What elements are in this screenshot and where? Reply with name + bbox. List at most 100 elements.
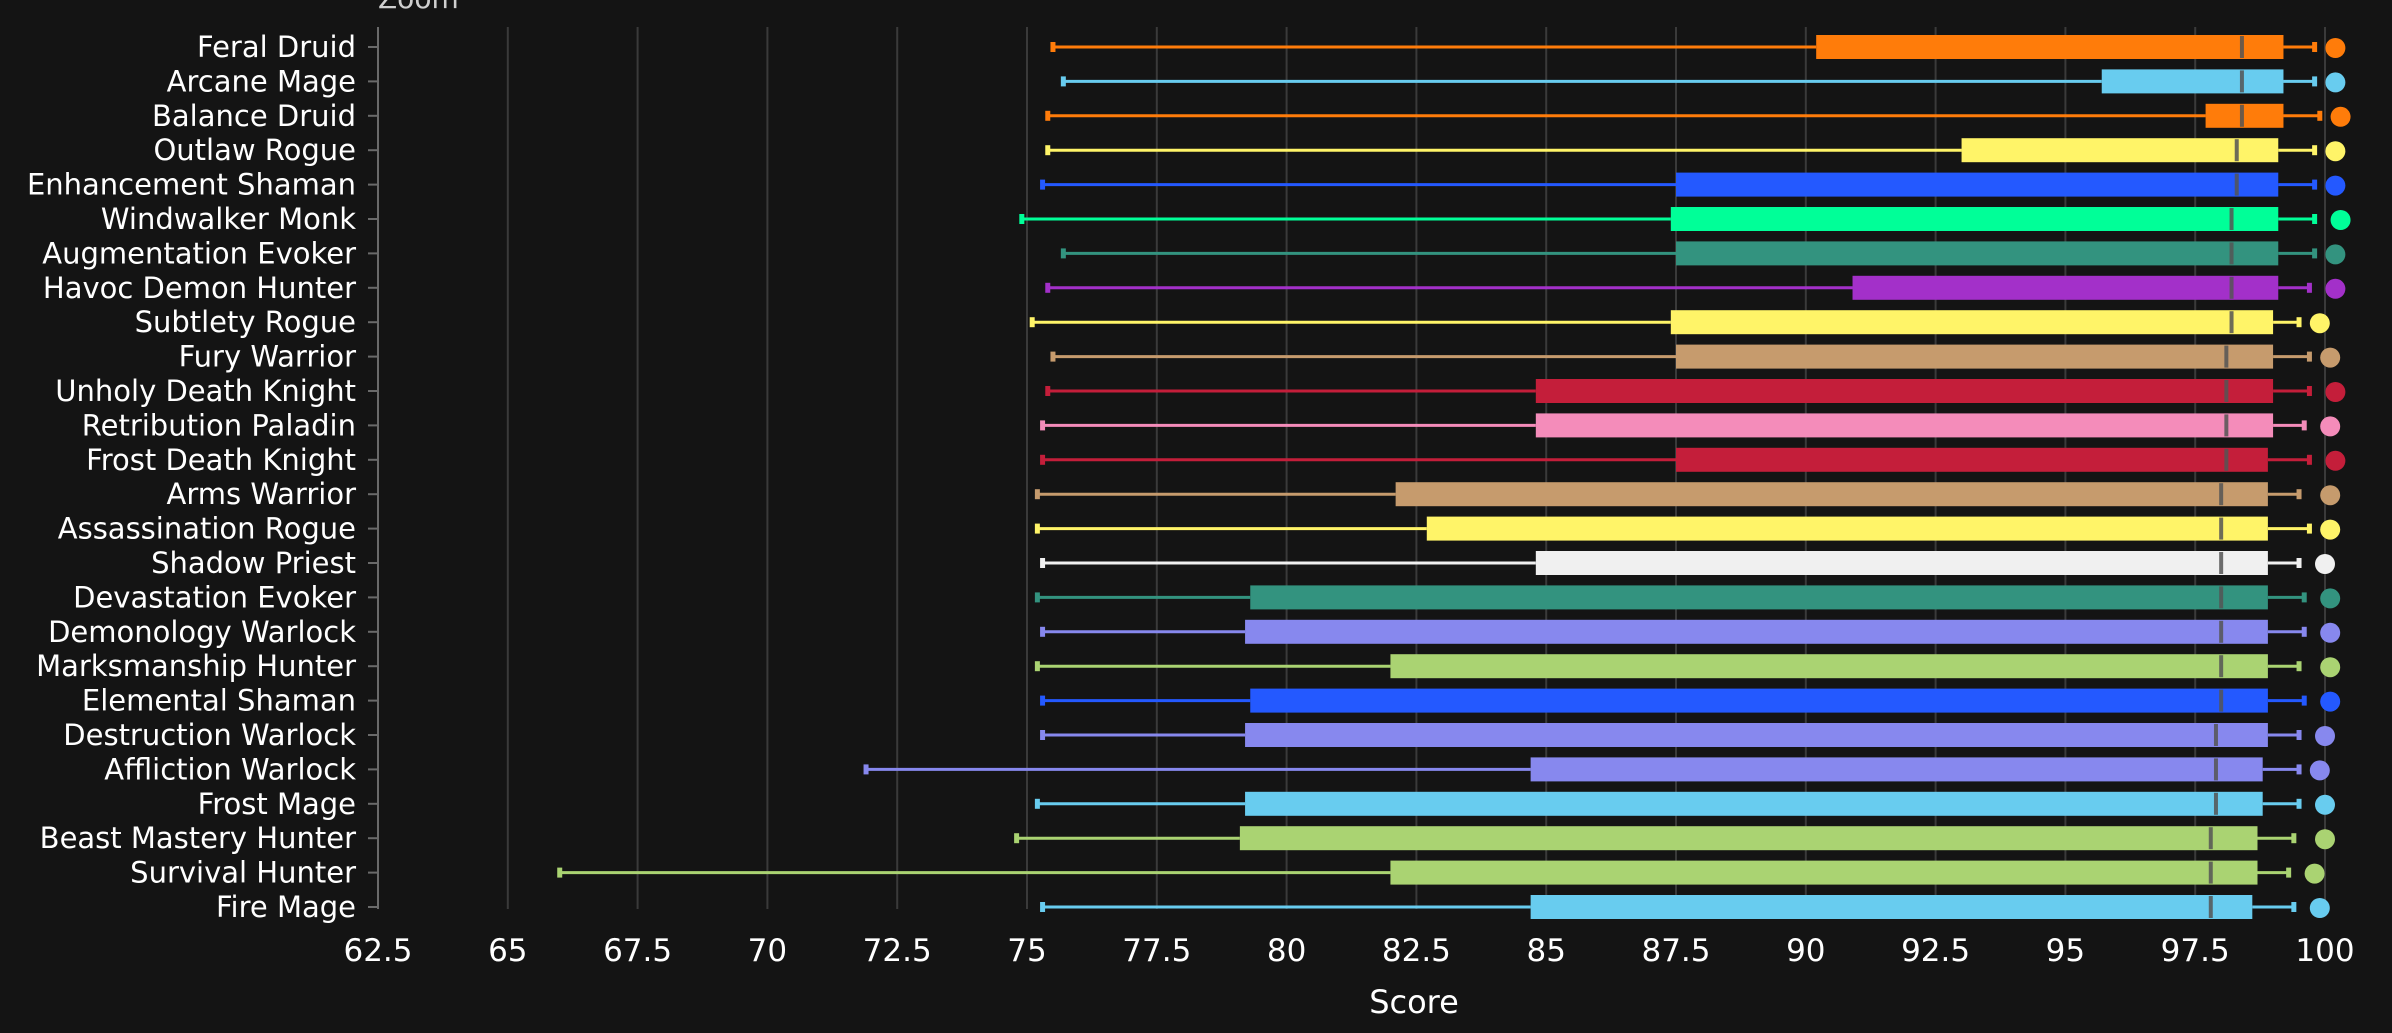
box-devastation-evoker [1034,585,2341,610]
box-windwalker-monk [1019,207,2351,231]
box-frost-mage [1034,791,2335,816]
box-balance-druid [1045,103,2351,128]
box-body [1676,344,2274,369]
box-body [1676,172,2279,197]
box-fury-warrior [1050,344,2341,369]
spec-label: Havoc Demon Hunter [43,271,356,305]
spec-label: Fury Warrior [179,340,357,374]
box-survival-hunter [557,860,2325,885]
max-point [2315,829,2335,850]
box-fire-mage [1040,895,2330,919]
max-point [2304,863,2325,884]
x-tick-label: 77.5 [1122,933,1191,969]
spec-label: Windwalker Monk [101,202,356,236]
spec-label: Arms Warrior [167,477,357,511]
max-point [2320,657,2341,678]
box-enhancement-shaman [1040,172,2346,197]
spec-label: Marksmanship Hunter [36,649,356,683]
x-tick-label: 80 [1267,933,1306,969]
max-point [2320,485,2341,506]
box-augmentation-evoker [1060,241,2346,266]
box-body [1816,35,2284,59]
max-point [2325,450,2346,471]
x-tick-label: 97.5 [2161,933,2230,969]
x-tick-label: 67.5 [603,933,672,969]
max-point [2315,794,2335,815]
box-frost-death-knight [1040,447,2346,472]
spec-label: Devastation Evoker [73,580,356,614]
max-point [2320,588,2341,609]
max-point [2320,416,2341,437]
spec-label: Feral Druid [197,30,356,64]
spec-label: Fire Mage [216,890,356,924]
max-point [2320,622,2341,643]
box-affliction-warlock [863,757,2330,782]
spec-label: Balance Druid [152,99,356,133]
box-subtlety-rogue [1029,310,2330,335]
box-body [1535,551,2268,575]
x-tick-label: 95 [2046,933,2085,969]
x-tick-label: 85 [1526,933,1565,969]
box-series [557,35,2351,919]
box-elemental-shaman [1040,688,2341,713]
x-tick-label: 62.5 [343,933,412,969]
box-body [1535,413,2274,438]
max-point [2330,210,2351,230]
max-point [2325,38,2346,58]
x-tick-label: 87.5 [1641,933,1710,969]
box-demonology-warlock [1040,619,2341,644]
max-point [2320,347,2341,368]
spec-label: Retribution Paladin [82,408,356,442]
max-point [2325,278,2346,299]
spec-label: Assassination Rogue [58,512,356,546]
spec-label: Elemental Shaman [82,684,356,718]
box-body [1245,723,2268,747]
box-body [1852,275,2279,300]
x-axis-ticks: 62.5 65 67.5 70 72.5 75 77.5 80 82.5 85 87.5 90 92.5… [343,933,2354,969]
box-arms-warrior [1034,482,2341,507]
box-body [1530,895,2253,919]
box-body [1676,241,2279,266]
spec-label: Arcane Mage [167,64,356,98]
box-body [1239,826,2258,851]
max-point [2325,244,2346,265]
box-body [1250,688,2268,713]
max-point [2320,691,2341,712]
box-destruction-warlock [1040,723,2335,747]
box-body [1530,757,2263,782]
box-body [1535,379,2274,403]
spec-label: Subtlety Rogue [135,305,356,339]
x-tick-label: 90 [1786,933,1825,969]
spec-label: Beast Mastery Hunter [40,821,356,855]
spec-label: Shadow Priest [151,546,356,580]
box-body [1676,447,2268,472]
spec-label: Outlaw Rogue [153,133,356,167]
box-body [1670,310,2274,335]
box-feral-druid [1050,35,2346,59]
x-tick-label: 92.5 [1901,933,1970,969]
max-point [2309,898,2330,918]
spec-label: Frost Death Knight [86,443,356,477]
box-body [1426,516,2268,541]
max-point [2309,313,2330,334]
max-point [2325,382,2346,402]
box-outlaw-rogue [1045,138,2346,163]
box-retribution-paladin [1040,413,2341,438]
spec-label: Enhancement Shaman [27,168,356,202]
box-body [1390,860,2258,885]
spec-label: Destruction Warlock [63,718,356,752]
box-shadow-priest [1040,551,2335,575]
max-point [2330,106,2351,127]
x-tick-label: 72.5 [863,933,932,969]
max-point [2320,519,2341,540]
box-assassination-rogue [1034,516,2341,541]
box-body [1245,619,2268,644]
spec-label: Frost Mage [198,787,356,821]
box-unholy-death-knight [1045,379,2346,403]
zoom-label[interactable]: Zoom [378,0,459,15]
spec-label: Survival Hunter [130,856,356,890]
max-point [2325,175,2346,196]
box-body [2101,69,2284,94]
